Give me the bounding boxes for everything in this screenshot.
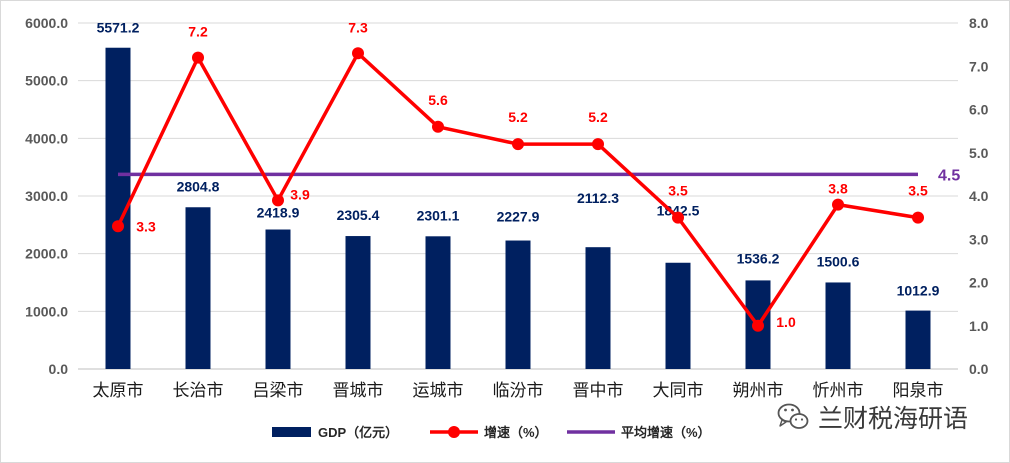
gdp-bar xyxy=(425,236,451,369)
left-axis-tick-label: 0.0 xyxy=(49,361,69,377)
gdp-data-label: 2305.4 xyxy=(337,207,380,223)
wechat-icon-eye xyxy=(794,418,798,421)
growth-data-label: 3.5 xyxy=(908,183,928,199)
growth-data-labels: 3.3 7.2 3.9 7.3 5.6 5.2 5.2 3.5 1.0 3.8 3.5 xyxy=(136,19,928,329)
left-axis-tick-label: 4000.0 xyxy=(25,130,68,146)
category-label: 运城市 xyxy=(413,381,464,401)
legend-item-gdp: GDP（亿元） xyxy=(272,425,398,440)
wechat-icon-eye xyxy=(784,408,787,412)
growth-point xyxy=(432,120,444,133)
right-axis-tick-label: 4.0 xyxy=(969,188,989,204)
growth-data-label: 3.3 xyxy=(136,218,156,234)
gdp-data-label: 1536.2 xyxy=(737,250,780,266)
category-label: 吕梁市 xyxy=(253,381,304,401)
left-value-axis: 0.0 1000.0 2000.0 3000.0 4000.0 5000.0 6000.0 xyxy=(25,15,68,377)
gdp-data-label: 1500.6 xyxy=(817,253,860,269)
growth-point xyxy=(592,138,604,151)
category-label: 忻州市 xyxy=(813,381,864,401)
growth-data-label: 1.0 xyxy=(776,314,796,330)
growth-point xyxy=(672,211,684,224)
growth-data-label: 3.5 xyxy=(668,183,688,199)
right-axis-tick-label: 2.0 xyxy=(969,275,989,291)
legend-swatch-growth-marker xyxy=(448,426,460,438)
gdp-bar xyxy=(585,247,611,369)
right-axis-tick-label: 0.0 xyxy=(969,361,989,377)
category-label: 晋中市 xyxy=(573,381,624,401)
gdp-bar xyxy=(265,229,291,369)
wechat-icon-bubble-tail xyxy=(779,419,787,427)
average-growth-series: 4.5 xyxy=(118,167,960,184)
gdp-data-label: 2804.8 xyxy=(177,178,220,194)
growth-point xyxy=(192,51,204,64)
growth-point xyxy=(832,198,844,211)
right-axis-tick-label: 1.0 xyxy=(969,318,989,334)
left-axis-tick-label: 5000.0 xyxy=(25,73,68,89)
right-axis-tick-label: 3.0 xyxy=(969,231,989,247)
category-label: 临汾市 xyxy=(493,381,544,401)
left-axis-tick-label: 2000.0 xyxy=(25,246,68,262)
category-label: 长治市 xyxy=(173,381,224,401)
category-axis: 太原市 长治市 吕梁市 晋城市 运城市 临汾市 晋中市 大同市 朔州市 忻州市 阳泉市 xyxy=(93,381,944,401)
growth-data-label: 7.3 xyxy=(348,19,368,35)
right-axis-tick-label: 7.0 xyxy=(969,58,989,74)
growth-data-label: 3.9 xyxy=(290,186,310,202)
gdp-data-label: 5571.2 xyxy=(97,20,140,36)
legend-label-gdp: GDP（亿元） xyxy=(318,425,398,440)
growth-point xyxy=(272,194,284,207)
growth-point xyxy=(352,47,364,60)
growth-series xyxy=(112,47,924,332)
category-label: 大同市 xyxy=(653,381,704,401)
watermark: 兰财税海研语 xyxy=(777,403,970,435)
growth-point xyxy=(752,319,764,332)
left-axis-tick-label: 1000.0 xyxy=(25,303,68,319)
category-label: 阳泉市 xyxy=(893,381,944,401)
legend: GDP（亿元） 增速（%） 平均增速（%） xyxy=(272,425,711,440)
gdp-data-label: 2112.3 xyxy=(577,190,619,206)
right-axis-tick-label: 5.0 xyxy=(969,145,989,161)
growth-data-label: 5.2 xyxy=(588,109,608,125)
legend-item-average-growth: 平均增速（%） xyxy=(567,425,711,440)
growth-data-label: 7.2 xyxy=(188,24,208,40)
wechat-icon-small-bubble xyxy=(789,413,809,429)
category-label: 晋城市 xyxy=(333,381,384,401)
gdp-bar xyxy=(665,262,691,369)
growth-data-label: 5.6 xyxy=(428,92,448,108)
gdp-bars xyxy=(105,47,931,369)
right-axis-tick-label: 6.0 xyxy=(969,102,989,118)
gdp-data-label: 1012.9 xyxy=(897,283,940,299)
average-growth-label: 4.5 xyxy=(938,167,960,184)
gdp-bar xyxy=(905,310,931,369)
right-value-axis: 0.0 1.0 2.0 3.0 4.0 5.0 6.0 7.0 8.0 xyxy=(969,15,989,377)
growth-point xyxy=(512,138,524,151)
growth-data-label: 3.8 xyxy=(828,181,848,197)
growth-data-label: 5.2 xyxy=(508,109,528,125)
wechat-icon xyxy=(777,403,809,429)
gdp-bar xyxy=(825,282,851,369)
legend-label-average-growth: 平均增速（%） xyxy=(621,425,711,440)
wechat-icon-eye xyxy=(791,408,794,412)
growth-point xyxy=(912,211,924,224)
gdp-data-label: 2227.9 xyxy=(497,209,540,225)
gdp-bar xyxy=(505,240,531,369)
growth-point xyxy=(112,220,124,233)
left-axis-tick-label: 6000.0 xyxy=(25,15,68,31)
wechat-icon-eye xyxy=(800,418,804,421)
legend-label-growth: 增速（%） xyxy=(484,425,548,440)
gdp-bar xyxy=(345,236,371,369)
right-axis-tick-label: 8.0 xyxy=(969,15,989,31)
legend-item-growth: 增速（%） xyxy=(430,425,548,440)
gdp-data-label: 2301.1 xyxy=(417,207,460,223)
left-axis-tick-label: 3000.0 xyxy=(25,188,68,204)
watermark-text: 兰财税海研语 xyxy=(818,405,968,433)
category-label: 太原市 xyxy=(93,381,144,401)
category-label: 朔州市 xyxy=(733,381,784,401)
gdp-bar xyxy=(185,207,211,369)
gdp-data-label: 2418.9 xyxy=(257,205,300,221)
legend-swatch-gdp-bar xyxy=(272,427,311,437)
